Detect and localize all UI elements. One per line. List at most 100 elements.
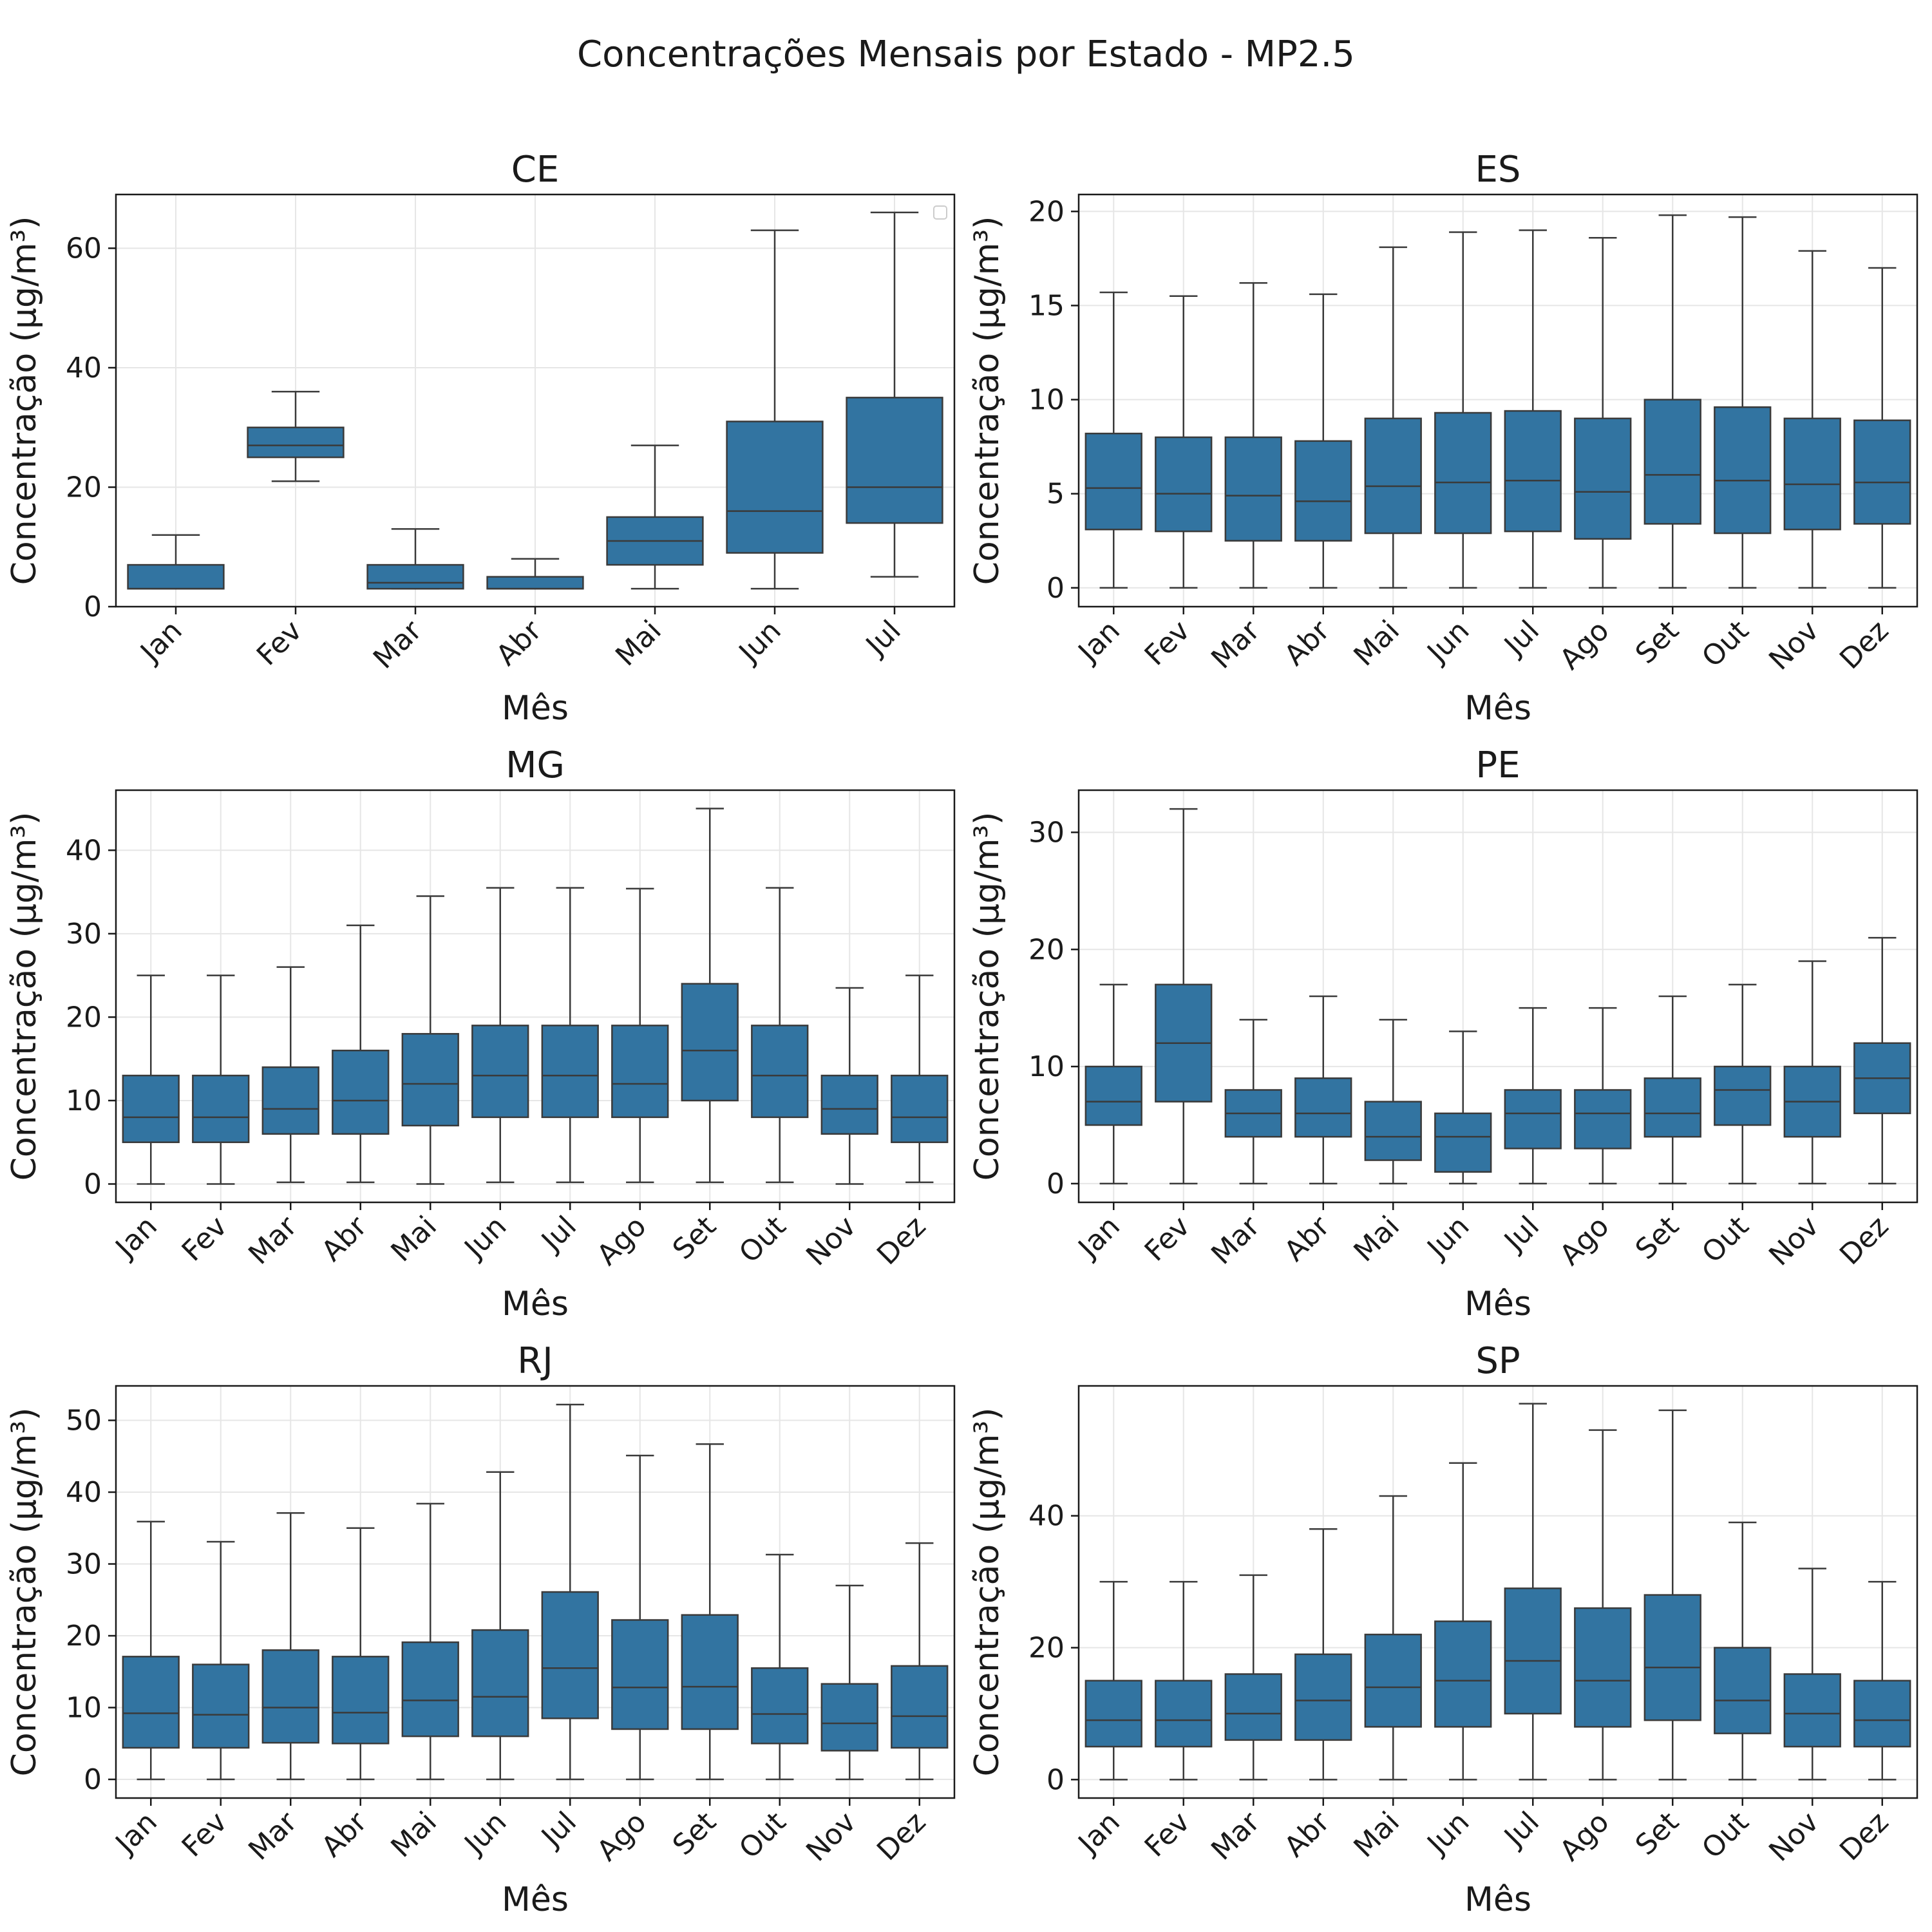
- x-tick-label: Ago: [1553, 1210, 1615, 1272]
- y-tick-label: 0: [1046, 572, 1065, 605]
- panel-sp: 0 20 40 Jan Fev Mar Abr Mai Jun Jul Ago Set Out Nov De…: [968, 1340, 1918, 1919]
- x-tick-label: Jul: [1497, 1806, 1546, 1855]
- box-nov: [1783, 960, 1841, 1185]
- panel-title: RJ: [517, 1340, 553, 1382]
- box-iqr: [1155, 436, 1213, 533]
- box-jan: [1084, 291, 1142, 589]
- box-iqr: [1574, 417, 1632, 540]
- box-abr: [332, 1527, 390, 1781]
- y-tick-label: 20: [66, 471, 102, 504]
- box-jan: [122, 1520, 180, 1781]
- y-tick-label: 0: [84, 1168, 102, 1200]
- y-tick-label: 10: [66, 1084, 102, 1117]
- box-iqr: [891, 1665, 949, 1749]
- box-iqr: [1084, 432, 1142, 531]
- box-jul: [846, 211, 943, 578]
- box-iqr: [332, 1049, 390, 1135]
- box-iqr: [1294, 1077, 1352, 1138]
- x-tick-label: Fev: [1139, 1210, 1197, 1268]
- y-tick-label: 50: [66, 1405, 102, 1437]
- box-jun: [471, 1471, 529, 1781]
- x-tick-label: Mar: [242, 1805, 303, 1866]
- box-mai: [1364, 246, 1422, 589]
- y-axis-label: Concentração (µg/m³): [968, 216, 1007, 585]
- box-dez: [1853, 1580, 1911, 1781]
- box-iqr: [681, 983, 739, 1102]
- box-set: [1643, 214, 1701, 589]
- y-tick-label: 20: [1028, 1632, 1065, 1665]
- x-tick-label: Set: [667, 1210, 723, 1266]
- box-iqr: [122, 1074, 180, 1143]
- box-iqr: [1364, 417, 1422, 535]
- x-tick-label: Set: [1629, 1210, 1685, 1266]
- panel-pe: 0 10 20 30 Jan Fev Mar Abr Mai Jun Jul Ago Set Out Nov…: [968, 744, 1918, 1323]
- x-tick-label: Mai: [1347, 1210, 1406, 1269]
- box-iqr: [820, 1074, 878, 1135]
- box-mai: [606, 444, 704, 590]
- box-iqr: [1224, 436, 1282, 542]
- box-mai: [1364, 1019, 1422, 1185]
- box-iqr: [1643, 1077, 1701, 1138]
- box-dez: [891, 974, 949, 1184]
- box-fev: [1155, 1580, 1213, 1781]
- box-iqr: [486, 576, 584, 590]
- box-set: [681, 808, 739, 1184]
- x-tick-label: Mar: [242, 1209, 303, 1271]
- y-tick-label: 40: [66, 1476, 102, 1509]
- panel-title: CE: [511, 149, 559, 191]
- x-tick-label: Abr: [316, 1209, 374, 1268]
- x-tick-label: Mar: [1205, 1805, 1266, 1866]
- x-axis-label: Mês: [1464, 1880, 1531, 1919]
- x-tick-label: Set: [1629, 1806, 1685, 1862]
- box-iqr: [726, 421, 824, 554]
- y-tick-label: 20: [1028, 933, 1065, 966]
- box-jul: [1504, 1007, 1562, 1185]
- box-jun: [726, 229, 824, 590]
- x-tick-label: Dez: [871, 1806, 932, 1867]
- box-out: [751, 1553, 809, 1781]
- x-tick-label: Jan: [108, 1210, 164, 1265]
- y-tick-label: 20: [66, 1620, 102, 1653]
- x-tick-label: Jun: [1420, 1806, 1476, 1862]
- x-tick-label: Dez: [1833, 1210, 1895, 1271]
- y-tick-label: 10: [1028, 384, 1065, 417]
- box-jun: [1434, 1030, 1492, 1185]
- x-tick-label: Fev: [1139, 1806, 1197, 1864]
- box-iqr: [611, 1025, 669, 1119]
- box-iqr: [127, 564, 225, 590]
- x-tick-label: Fev: [176, 1210, 234, 1268]
- x-tick-label: Out: [733, 1210, 792, 1269]
- y-axis-label: Concentração (µg/m³): [5, 812, 44, 1181]
- x-tick-label: Jan: [1071, 1806, 1126, 1861]
- box-iqr: [1155, 1680, 1213, 1748]
- x-tick-label: Jan: [133, 614, 189, 670]
- box-out: [1714, 983, 1772, 1185]
- box-iqr: [1853, 1680, 1911, 1748]
- box-iqr: [1364, 1633, 1422, 1728]
- box-mar: [1224, 1574, 1282, 1781]
- box-fev: [1155, 808, 1213, 1185]
- x-tick-label: Set: [1629, 614, 1685, 670]
- plot-frame: [115, 789, 956, 1204]
- box-iqr: [471, 1025, 529, 1119]
- box-iqr: [401, 1641, 459, 1738]
- x-tick-label: Nov: [1763, 1806, 1825, 1868]
- box-jul: [1504, 1403, 1562, 1781]
- box-dez: [1853, 936, 1911, 1185]
- box-mar: [366, 528, 464, 590]
- box-iqr: [891, 1074, 949, 1143]
- box-mai: [401, 1502, 459, 1781]
- box-iqr: [1714, 1065, 1772, 1126]
- y-tick-label: 20: [66, 1001, 102, 1034]
- x-tick-label: Mar: [367, 614, 428, 675]
- box-iqr: [192, 1663, 250, 1749]
- y-axis-label: Concentração (µg/m³): [968, 1408, 1007, 1777]
- box-iqr: [1783, 1673, 1841, 1748]
- box-mai: [401, 895, 459, 1185]
- box-iqr: [846, 397, 943, 524]
- x-tick-label: Nov: [800, 1210, 862, 1273]
- x-tick-label: Ago: [1553, 614, 1615, 676]
- box-ago: [1574, 1007, 1632, 1185]
- box-iqr: [1434, 1620, 1492, 1728]
- x-tick-label: Mai: [609, 614, 668, 673]
